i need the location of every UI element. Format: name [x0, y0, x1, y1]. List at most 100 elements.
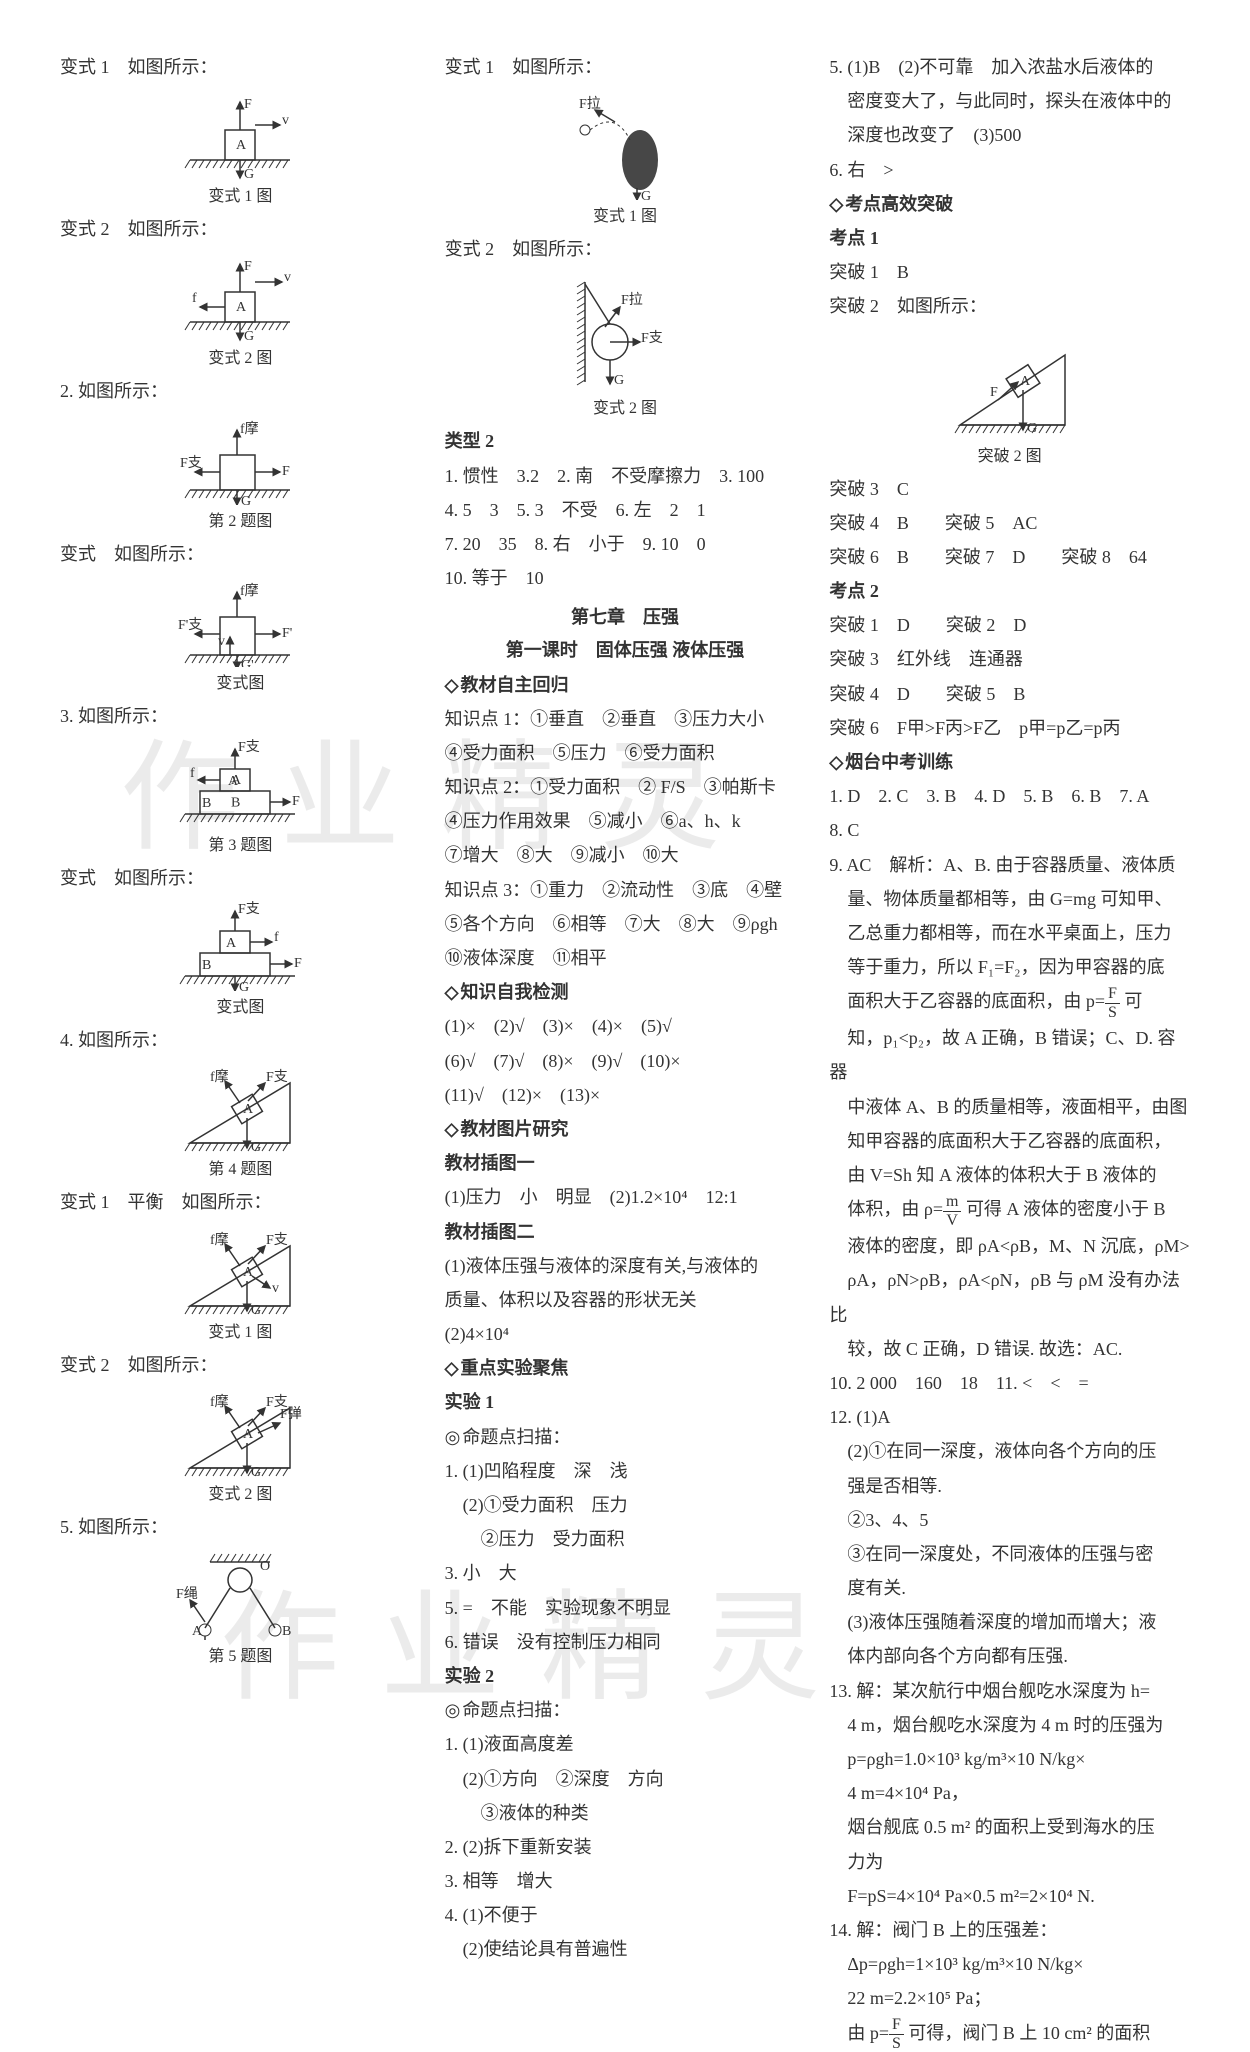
text-line: 知识点 2：①受力面积 ② F/S ③帕斯卡 — [445, 770, 806, 804]
svg-text:A: A — [226, 936, 237, 951]
svg-text:F支: F支 — [238, 739, 260, 755]
svg-text:G': G' — [241, 658, 254, 667]
text-line: 突破 4 B 突破 5 AC — [829, 506, 1190, 540]
text-line: 突破 3 红外线 连通器 — [829, 642, 1190, 676]
text-line: (3)液体压强随着深度的增加而增大；液 — [829, 1605, 1190, 1639]
text-line: 等于重力，所以 F₁=F₂，因为甲容器的底 — [829, 950, 1190, 984]
text-line: (2)使结论具有普遍性 — [445, 1932, 806, 1966]
text-line: 知甲容器的底面积大于乙容器的底面积， — [829, 1124, 1190, 1158]
text-line: F=pS=4×10⁴ Pa×0.5 m²=2×10⁴ N. — [829, 1879, 1190, 1913]
svg-text:f摩: f摩 — [210, 1393, 229, 1410]
svg-text:f摩: f摩 — [210, 1068, 229, 1085]
text-line: 变式 2 如图所示： — [445, 232, 806, 266]
svg-text:F: F — [990, 385, 998, 400]
svg-text:f摩: f摩 — [240, 420, 259, 437]
frac-den: V — [943, 1212, 961, 1230]
text-line: 深度也改变了 (3)500 — [829, 118, 1190, 152]
svg-text:A: A — [1020, 374, 1031, 389]
svg-text:A: A — [192, 1624, 203, 1639]
svg-text:f摩: f摩 — [210, 1231, 229, 1248]
svg-text:G: G — [251, 1465, 261, 1478]
text-bold: 实验 1 — [445, 1385, 806, 1419]
svg-text:O: O — [260, 1559, 270, 1574]
text-line: ③液体的种类 — [445, 1796, 806, 1830]
svg-text:F: F — [282, 464, 290, 479]
text-line: 9. AC 解析：A、B. 由于容器质量、液体质 — [829, 848, 1190, 882]
svg-text:F支: F支 — [180, 455, 202, 471]
fraction: FS — [1105, 985, 1120, 1021]
figure-svg: AFvfG — [170, 252, 310, 342]
svg-text:G: G — [251, 1140, 261, 1153]
svg-text:G: G — [241, 494, 251, 505]
svg-text:G: G — [209, 1639, 219, 1640]
text-line: (2)①在同一深度，液体向各个方向的压 — [829, 1434, 1190, 1468]
frac-den: S — [889, 2035, 904, 2052]
text-bold: 教材插图二 — [445, 1215, 806, 1249]
svg-text:v: v — [284, 270, 291, 285]
text-line: 变式 如图所示： — [60, 537, 421, 571]
text-line: 5. = 不能 实验现象不明显 — [445, 1591, 806, 1625]
text-line: ③在同一深度处，不同液体的压强与密 — [829, 1537, 1190, 1571]
text-line: 突破 1 D 突破 2 D — [829, 608, 1190, 642]
diamond-heading: 教材自主回归 — [445, 668, 806, 702]
svg-text:A: A — [236, 138, 247, 153]
svg-text:f摩: f摩 — [240, 582, 259, 599]
figure-svg: AFvG — [170, 90, 310, 180]
text-line: 1. (1)液面高度差 — [445, 1727, 806, 1761]
text-line: (11)√ (12)× (13)× — [445, 1078, 806, 1112]
svg-text:F: F — [244, 97, 252, 112]
text-line: 1. (1)凹陷程度 深 浅 — [445, 1454, 806, 1488]
svg-text:v: v — [218, 634, 225, 649]
figure-box: A F G 突破 2 图 — [829, 330, 1190, 466]
svg-text:v: v — [282, 113, 289, 128]
diamond-heading: 考点高效突破 — [829, 187, 1190, 221]
figure-box: f摩 F支 F G 第 2 题图 — [60, 415, 421, 531]
text-line: 突破 4 D 突破 5 B — [829, 677, 1190, 711]
figure-svg: F拉G — [555, 90, 695, 200]
text-line: 量、物体质量都相等，由 G=mg 可知甲、 — [829, 882, 1190, 916]
text-line: 体内部向各个方向都有压强. — [829, 1639, 1190, 1673]
figure-caption: 突破 2 图 — [978, 442, 1042, 466]
svg-text:A: A — [228, 774, 239, 789]
figure-svg: Af摩F支Gv — [170, 1226, 310, 1316]
figure-box: Af摩F支G第 4 题图 — [60, 1063, 421, 1179]
svg-text:B: B — [202, 958, 211, 973]
text-line: 1. 惯性 3.2 2. 南 不受摩擦力 3. 100 — [445, 459, 806, 493]
text-line: 4 m=4×10⁴ Pa， — [829, 1776, 1190, 1810]
text-line: ρA，ρN>ρB，ρA<ρN，ρB 与 ρM 没有办法比 — [829, 1263, 1190, 1331]
text-line: (2)①受力面积 压力 — [445, 1488, 806, 1522]
figure-svg: F支fFGBA — [170, 901, 310, 991]
figure-svg: OABF绳G — [170, 1550, 310, 1640]
figure-svg: f摩F'支F'G'v — [170, 577, 310, 667]
svg-text:G: G — [614, 373, 624, 388]
text-line: 变式 1 平衡 如图所示： — [60, 1185, 421, 1219]
figure-caption: 第 2 题图 — [208, 507, 272, 531]
svg-text:G: G — [239, 980, 249, 991]
figure-box: F拉F支G变式 2 图 — [445, 272, 806, 418]
svg-text:G: G — [1027, 421, 1037, 436]
circle-heading: 命题点扫描： — [445, 1693, 806, 1727]
diamond-heading: 教材图片研究 — [445, 1112, 806, 1146]
text-line-fraction: 面积大于乙容器的底面积，由 p=FS 可 — [829, 984, 1190, 1021]
text-line: 13. 解：某次航行中烟台舰吃水深度为 h= — [829, 1674, 1190, 1708]
frac-post: 可得，阀门 B 上 10 cm² 的面积 — [904, 2023, 1150, 2043]
text-line: 4. 5 3 5. 3 不受 6. 左 2 1 — [445, 493, 806, 527]
text-line: 12. (1)A — [829, 1400, 1190, 1434]
section-title: 第七章 压强 — [445, 603, 806, 629]
frac-pre: 体积，由 ρ= — [829, 1199, 943, 1219]
text-line: ⑩液体深度 ⑪相平 — [445, 941, 806, 975]
figure-caption: 变式 2 图 — [593, 394, 657, 418]
text-line: 1. D 2. C 3. B 4. D 5. B 6. B 7. A — [829, 779, 1190, 813]
svg-text:F: F — [294, 956, 302, 971]
text-line: 知识点 3：①重力 ②流动性 ③底 ④壁 — [445, 873, 806, 907]
figure-box: Af摩F支Gv变式 1 图 — [60, 1226, 421, 1342]
figure-caption: 变式 1 图 — [208, 1318, 272, 1342]
svg-text:F支: F支 — [641, 330, 663, 346]
text-line: 质量、体积以及容器的形状无关 — [445, 1283, 806, 1317]
text-line: ⑦增大 ⑧大 ⑨减小 ⑩大 — [445, 838, 806, 872]
text-line-fraction: 由 p=FS 可得，阀门 B 上 10 cm² 的面积 — [829, 2016, 1190, 2052]
text-line: 突破 3 C — [829, 472, 1190, 506]
text-line: 知识点 1：①垂直 ②垂直 ③压力大小 — [445, 702, 806, 736]
frac-pre: 面积大于乙容器的底面积，由 p= — [829, 991, 1105, 1011]
svg-text:B: B — [202, 796, 211, 811]
